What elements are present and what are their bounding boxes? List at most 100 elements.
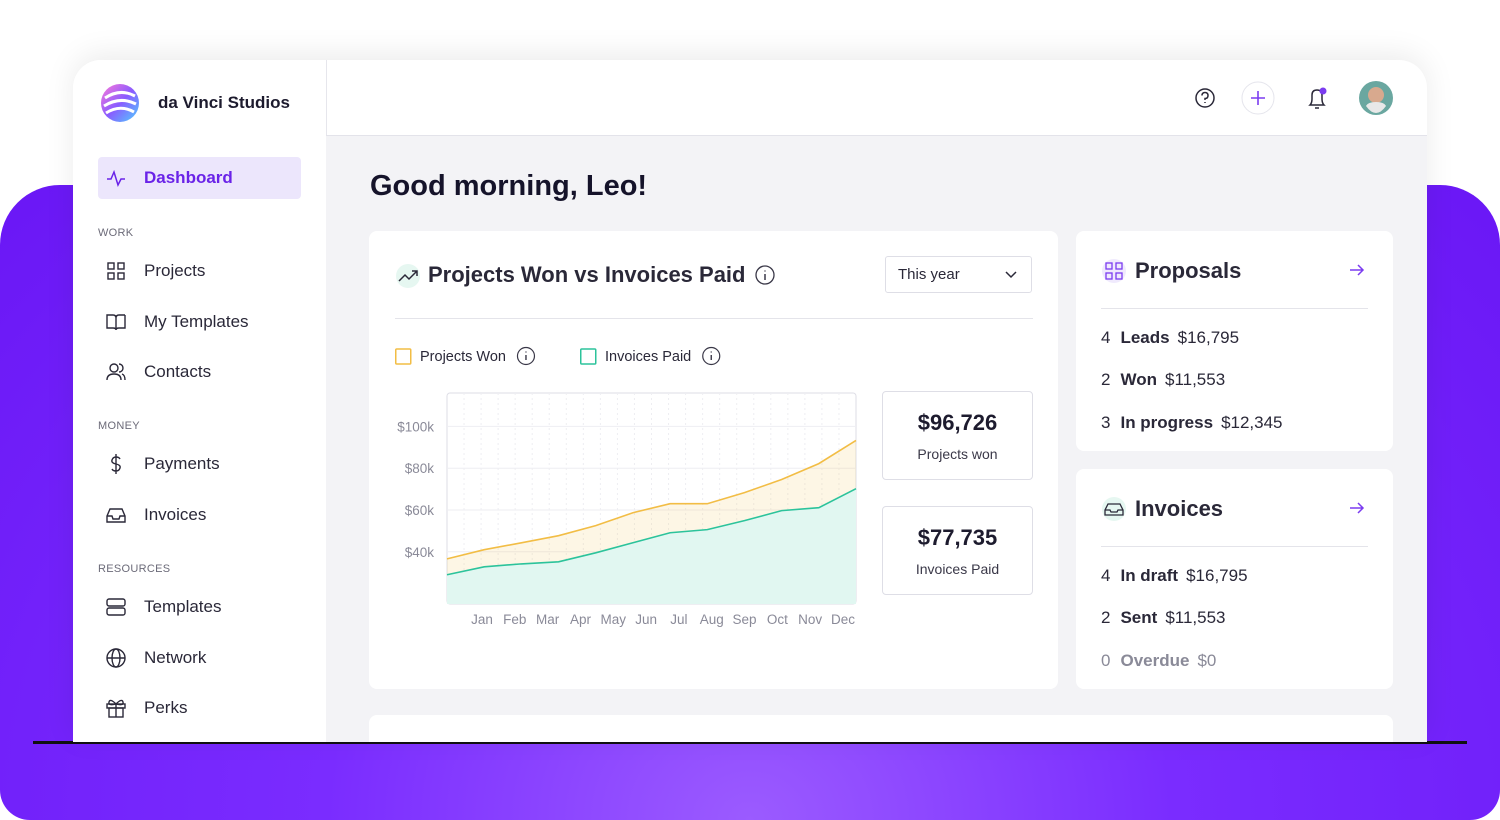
- nav-label: Perks: [144, 698, 188, 717]
- divider: [395, 318, 1033, 319]
- proposals-card: Proposals 4 Leads $16,795 2 Won $11,553 3 In …: [1076, 231, 1393, 451]
- card-title: Invoices: [1135, 496, 1224, 521]
- summary-row: 2 Won $11,553: [1101, 370, 1225, 390]
- x-tick-label: May: [601, 612, 627, 627]
- greeting: Good morning, Leo!: [370, 170, 648, 202]
- row-label: In draft: [1120, 566, 1179, 585]
- nav-label: Invoices: [144, 505, 207, 524]
- icon: [107, 169, 125, 188]
- x-tick-label: Apr: [570, 612, 592, 627]
- chart-card: Projects Won vs Invoices Paid This year …: [369, 231, 1058, 689]
- base-line: [33, 741, 1467, 744]
- add-button[interactable]: [1241, 81, 1275, 115]
- main-content: Good morning, Leo! Projects Won vs Invoi…: [326, 135, 1427, 742]
- nav-item[interactable]: Perks: [98, 687, 301, 729]
- summary-row: 3 In progress $12,345: [1101, 413, 1283, 433]
- icon: [111, 454, 121, 474]
- legend-swatch: [395, 348, 412, 365]
- row-count: 3: [1101, 413, 1111, 432]
- stat-value: $77,735: [917, 525, 998, 550]
- card-icon: [1102, 497, 1126, 521]
- summary-row: 4 Leads $16,795: [1101, 328, 1239, 348]
- period-label: This year: [898, 266, 960, 283]
- logo: [101, 84, 139, 122]
- legend-label: Projects Won: [420, 349, 506, 365]
- row-label: Sent: [1120, 608, 1158, 627]
- row-count: 0: [1101, 651, 1111, 670]
- invoices-card: Invoices 4 In draft $16,795 2 Sent $11,553 0…: [1076, 469, 1393, 689]
- y-tick-label: $100k: [397, 419, 434, 434]
- trend-icon: [396, 264, 420, 288]
- x-tick-label: Nov: [798, 612, 822, 627]
- legend-swatch: [580, 348, 597, 365]
- divider: [1101, 546, 1368, 547]
- nav-item[interactable]: Projects: [98, 250, 301, 292]
- nav-item[interactable]: Contacts: [98, 351, 301, 393]
- brand-name: da Vinci Studios: [158, 93, 290, 112]
- nav-label: Templates: [144, 597, 222, 616]
- period-select[interactable]: This year: [885, 256, 1032, 293]
- open-link[interactable]: [1349, 500, 1365, 516]
- x-tick-label: Jan: [471, 612, 493, 627]
- info-icon: [516, 346, 536, 366]
- row-count: 2: [1101, 608, 1111, 627]
- legend-label: Invoices Paid: [605, 349, 691, 365]
- row-label: Leads: [1120, 328, 1170, 347]
- nav-item[interactable]: Network: [98, 637, 301, 679]
- divider: [1101, 308, 1368, 309]
- nav-item[interactable]: Templates: [98, 586, 301, 628]
- nav-item[interactable]: Invoices: [98, 494, 301, 536]
- chart: Projects Won Invoices Paid $40k $60k $80k $10…: [395, 346, 857, 627]
- row-label: Won: [1120, 370, 1157, 389]
- icon: [106, 314, 126, 331]
- nav-label: Contacts: [144, 362, 212, 381]
- stat-label: Projects won: [917, 446, 998, 462]
- y-tick-label: $80k: [405, 461, 435, 476]
- nav-active[interactable]: Dashboard: [98, 157, 301, 199]
- summary-row: 2 Sent $11,553: [1101, 608, 1226, 628]
- icon: [107, 262, 125, 280]
- notifications-button[interactable]: [1308, 87, 1327, 109]
- row-amount: $0: [1197, 651, 1217, 670]
- x-tick-label: Jul: [670, 612, 687, 627]
- nav-item[interactable]: My Templates: [98, 301, 301, 343]
- area-line: [446, 487, 857, 576]
- header-actions: [1195, 81, 1393, 115]
- lower-card: [369, 715, 1393, 742]
- chevron: [1005, 270, 1017, 278]
- area-line: [446, 439, 857, 560]
- row-count: 4: [1101, 566, 1111, 585]
- y-tick-label: $60k: [405, 503, 435, 518]
- nav-item[interactable]: Payments: [98, 443, 301, 485]
- sidebar: da Vinci Studios Dashboard WORK Projects…: [73, 60, 327, 742]
- avatar[interactable]: [1359, 81, 1393, 115]
- icon: [106, 508, 126, 523]
- row-amount: $11,553: [1164, 370, 1226, 389]
- section-title: WORK: [98, 227, 134, 239]
- row-amount: $12,345: [1221, 413, 1283, 432]
- nav-label: Network: [144, 648, 207, 667]
- stat-box: $77,735 Invoices Paid: [882, 506, 1033, 595]
- help-button[interactable]: [1195, 88, 1215, 108]
- row-amount: $16,795: [1186, 566, 1248, 585]
- summary-row: 0 Overdue $0: [1101, 651, 1216, 671]
- x-tick-label: Jun: [635, 612, 657, 627]
- info-icon[interactable]: [754, 264, 776, 286]
- info-icon: [702, 346, 721, 366]
- card-title: Proposals: [1135, 258, 1242, 283]
- chart-title: Projects Won vs Invoices Paid: [428, 262, 746, 287]
- icon: [106, 598, 126, 616]
- open-link[interactable]: [1349, 262, 1365, 278]
- summary-row: 4 In draft $16,795: [1101, 566, 1248, 586]
- area-underlay: [447, 488, 856, 604]
- x-tick-label: Dec: [831, 612, 855, 627]
- nav-label: Projects: [144, 261, 206, 280]
- section-title: MONEY: [98, 420, 140, 432]
- app-window: da Vinci Studios Dashboard WORK Projects…: [73, 60, 1427, 742]
- area-fill: [447, 488, 856, 604]
- card-icon: [1102, 259, 1126, 283]
- stat-value: $96,726: [917, 410, 998, 435]
- nav-label: Dashboard: [144, 168, 233, 187]
- row-amount: $11,553: [1165, 608, 1226, 627]
